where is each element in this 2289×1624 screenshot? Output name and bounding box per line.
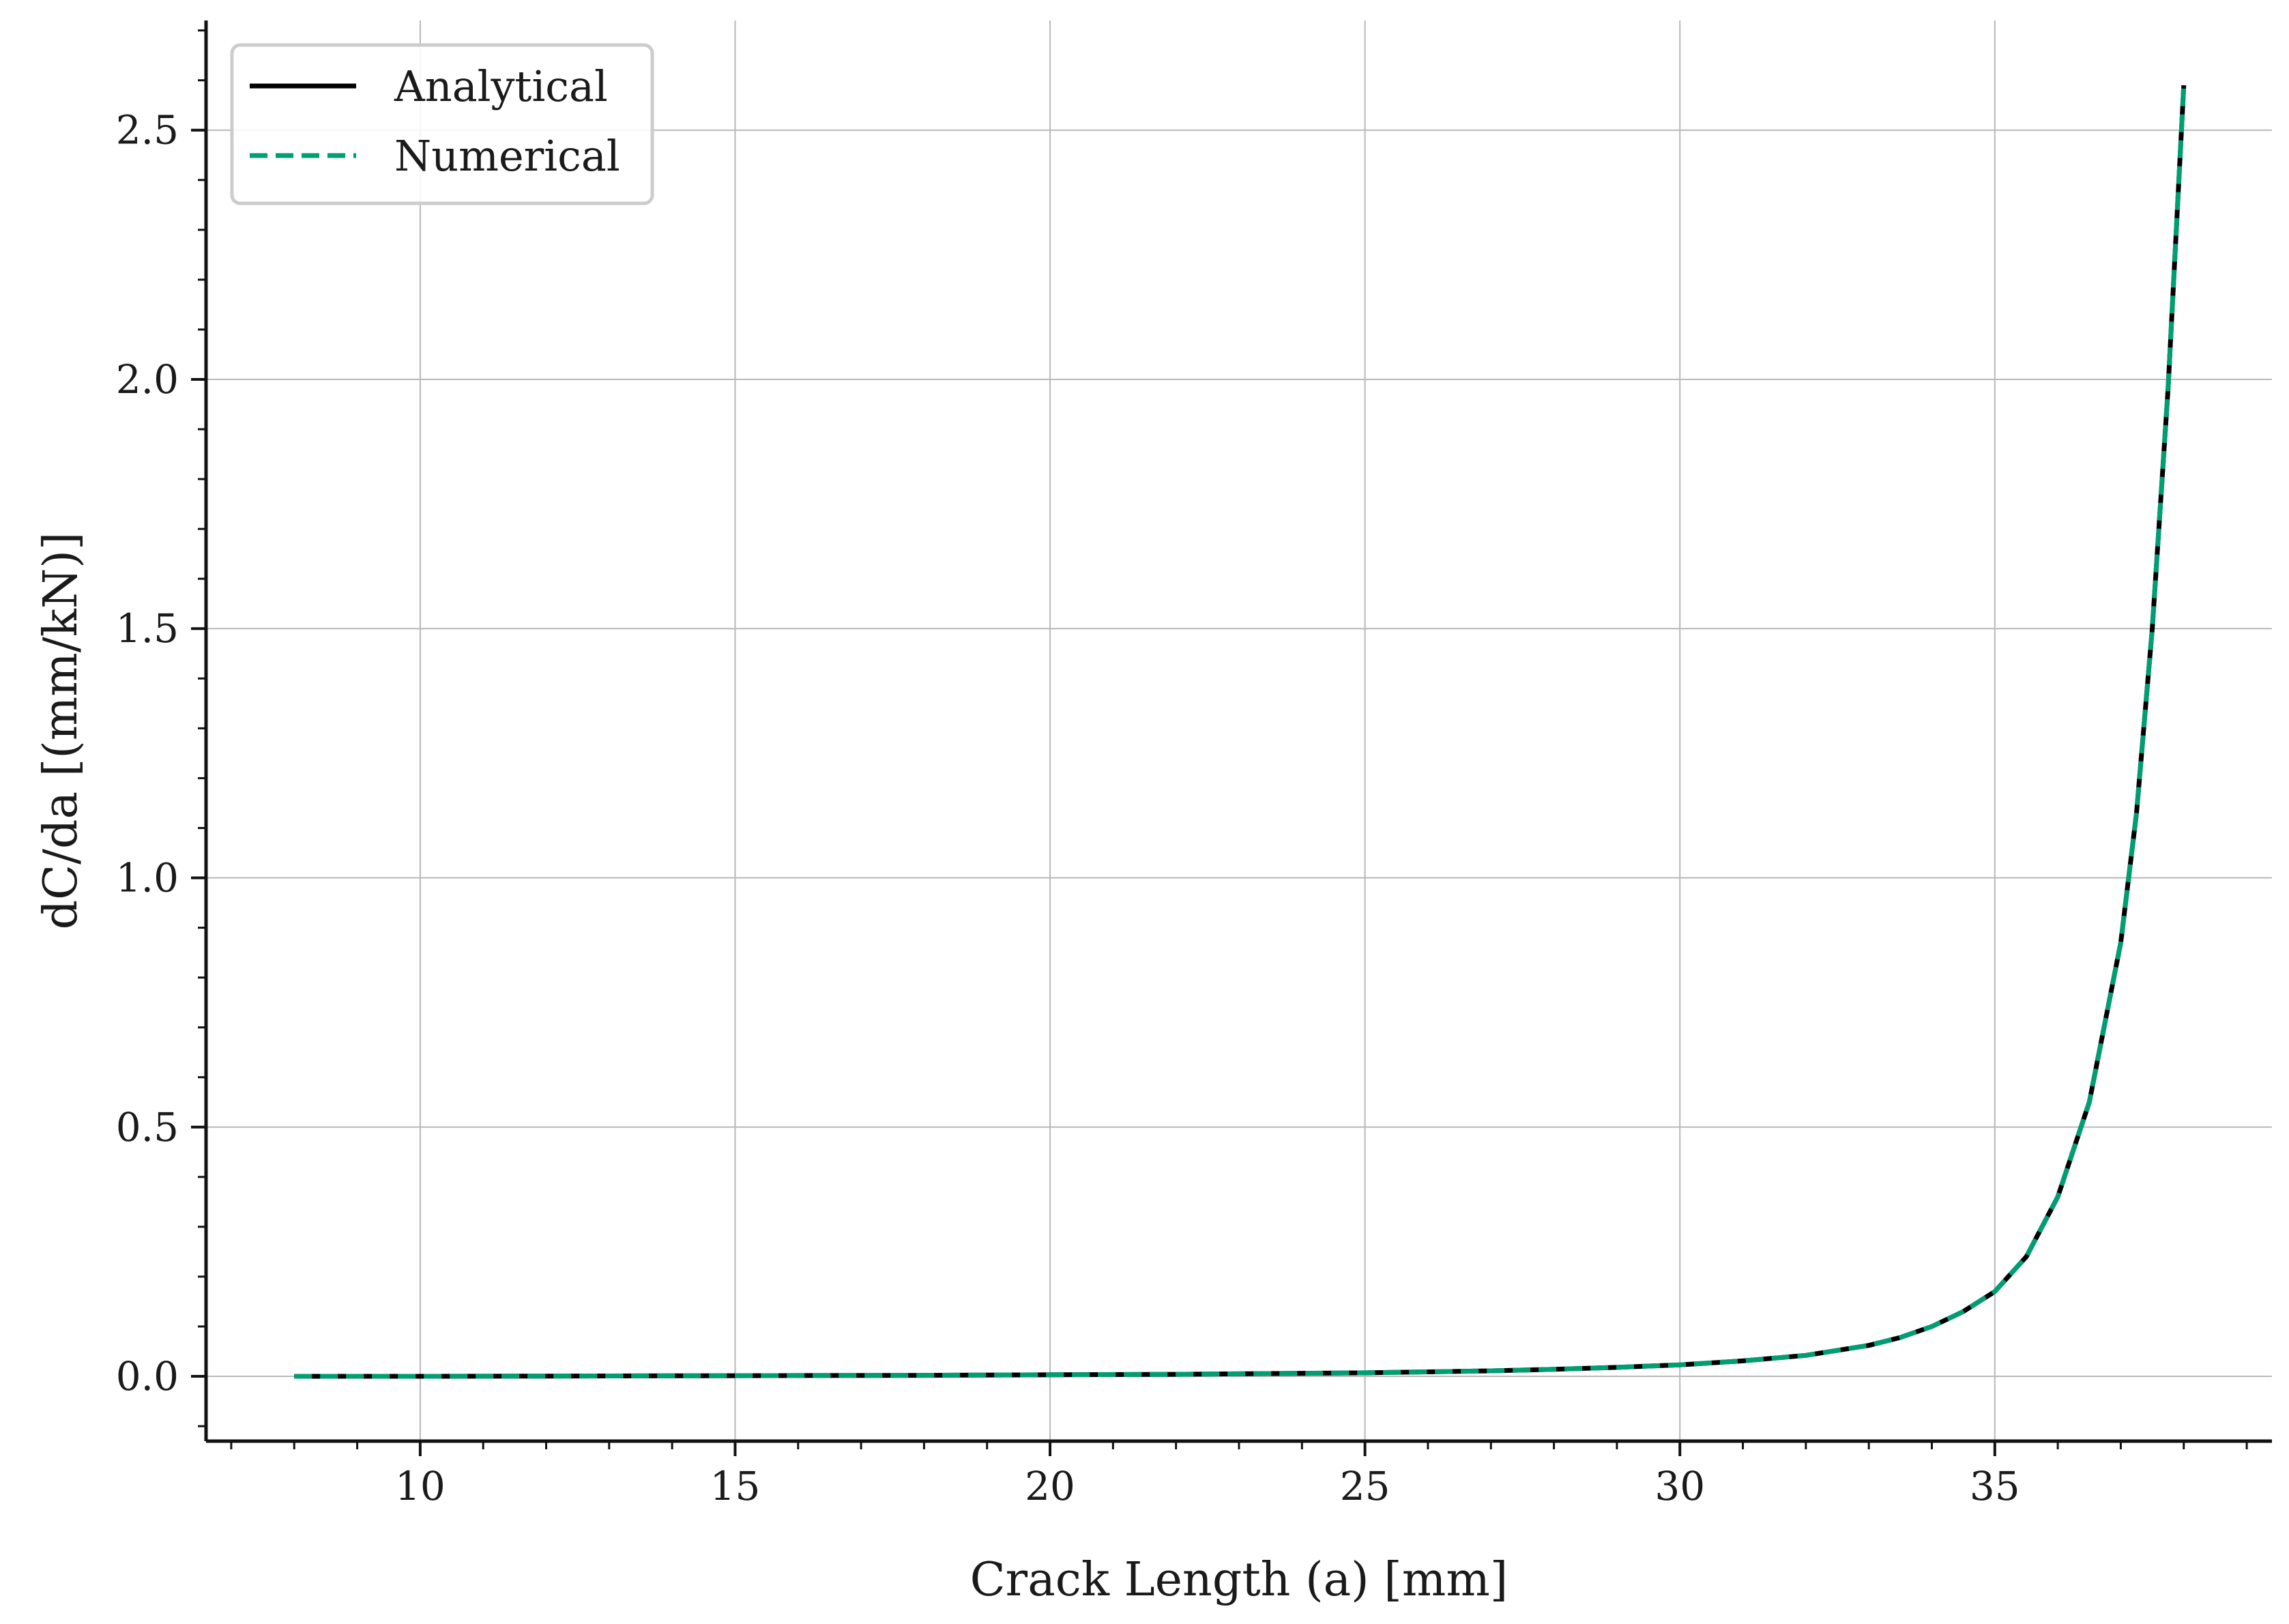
series-layer	[294, 85, 2187, 1379]
series-line-numerical	[294, 85, 2187, 1379]
y-axis-label: dC/da [(mm/kN)]	[34, 532, 88, 930]
x-tick-label: 35	[1970, 1463, 2020, 1509]
legend-label-numerical: Numerical	[394, 131, 620, 181]
y-tick-label: 1.5	[116, 605, 179, 652]
x-tick-label: 20	[1025, 1463, 1075, 1509]
legend: Analytical Numerical	[230, 43, 654, 205]
major-ticks	[191, 128, 1996, 1456]
legend-label-analytical: Analytical	[394, 61, 608, 111]
y-tick-label: 2.5	[116, 107, 179, 154]
series-line-analytical	[294, 85, 2187, 1379]
y-tick-label: 1.0	[116, 855, 179, 901]
y-tick-label: 2.0	[116, 356, 179, 403]
y-tick-label: 0.0	[116, 1353, 179, 1400]
minor-ticks	[198, 29, 2248, 1449]
x-tick-label: 10	[395, 1463, 446, 1509]
x-tick-label: 30	[1654, 1463, 1705, 1509]
grid-lines	[206, 20, 2272, 1441]
y-tick-label: 0.5	[116, 1104, 179, 1150]
x-tick-label: 25	[1340, 1463, 1390, 1509]
x-tick-label: 15	[710, 1463, 761, 1509]
tick-labels: 10 15 20 25 30 35 0.0 0.5 1.0 1.5 2.0 2.5	[116, 107, 2020, 1509]
x-axis-label: Crack Length (a) [mm]	[970, 1553, 1508, 1607]
